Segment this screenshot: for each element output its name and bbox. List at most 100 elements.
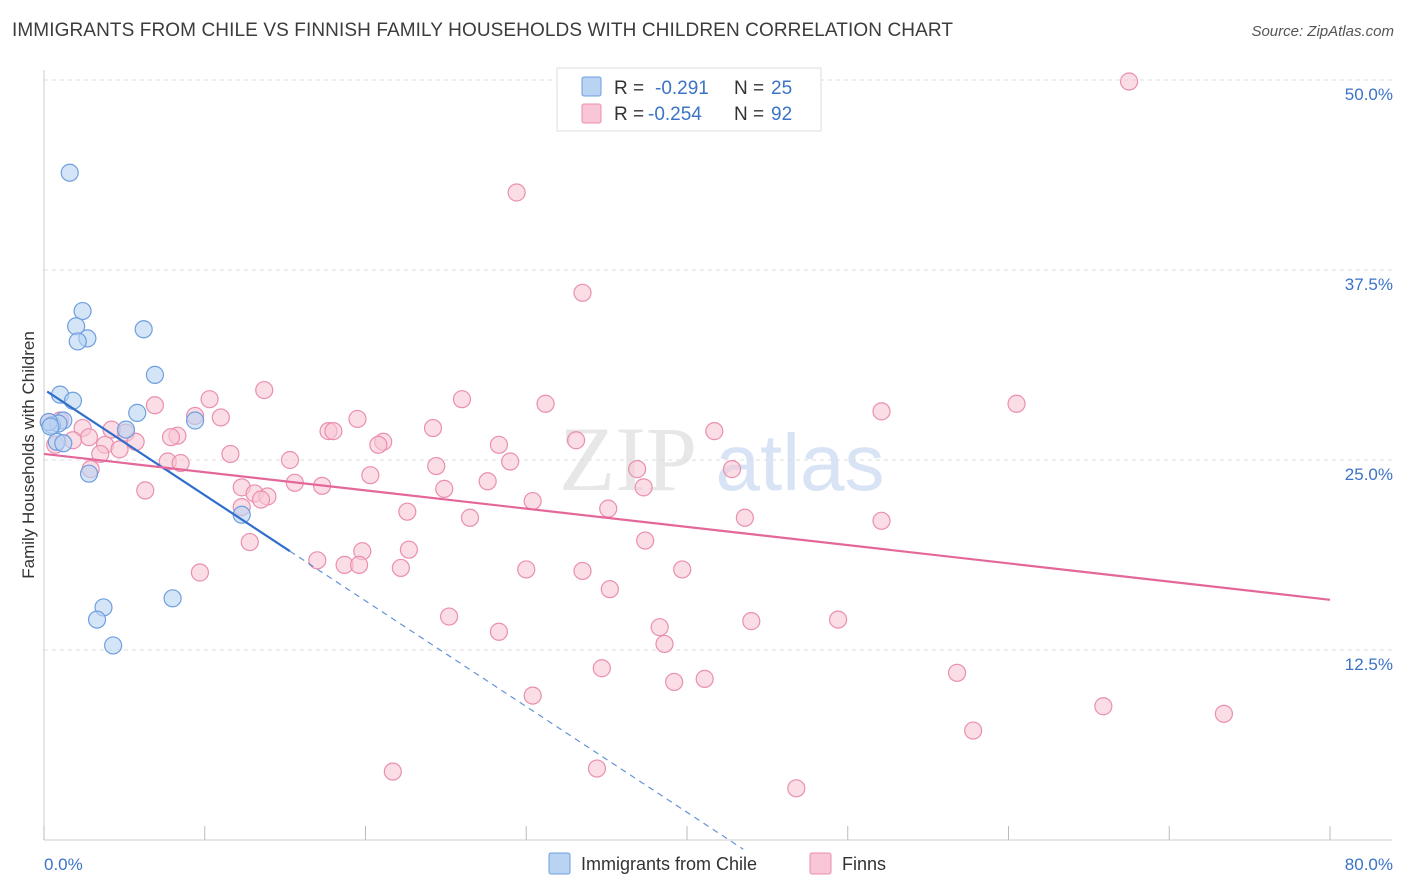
chile-point — [68, 332, 87, 351]
finns-point — [634, 478, 653, 497]
finns-point — [439, 607, 459, 626]
finns-point — [190, 563, 210, 582]
finns-point — [1214, 704, 1234, 723]
source-label: Source: ZipAtlas.com — [1251, 23, 1394, 40]
finns-point — [161, 428, 181, 447]
chile-point — [54, 434, 73, 453]
finns-point — [391, 558, 410, 578]
stats-swatch-finns — [581, 103, 602, 124]
finns-point — [655, 634, 674, 654]
grid — [44, 79, 1392, 651]
stats-n-value-chile: 25 — [771, 78, 792, 99]
chile-point — [87, 610, 107, 629]
finns-point — [964, 721, 983, 740]
finns-point — [383, 762, 402, 781]
chile-point — [104, 636, 123, 655]
finns-point — [742, 612, 761, 631]
y-tick-label: 12.5% — [1345, 655, 1393, 674]
stats-box: R = -0.291 N = 25 R = -0.254 N = 92 — [556, 67, 822, 132]
chile-point — [134, 320, 153, 339]
finns-point — [829, 610, 848, 629]
finns-point — [705, 422, 724, 441]
stats-n-value-finns: 92 — [771, 104, 792, 125]
finns-point — [636, 531, 655, 550]
finns-point — [211, 408, 230, 427]
finns-point — [489, 435, 509, 454]
finns-point — [489, 622, 509, 641]
finns-point — [255, 380, 274, 400]
finns-point — [735, 508, 754, 527]
legend-swatch-chile — [548, 852, 571, 875]
finns-point — [501, 452, 520, 471]
y-tick-label: 50.0% — [1345, 85, 1393, 104]
finns-point — [523, 686, 542, 705]
legend-label-finns: Finns — [842, 854, 886, 874]
finns-point — [566, 431, 586, 450]
finns-point — [507, 183, 526, 202]
finns-point — [592, 659, 611, 678]
x-min-label: 0.0% — [44, 855, 83, 874]
finns-point — [369, 435, 388, 454]
finns-point — [110, 440, 129, 459]
finns-point — [221, 444, 240, 464]
finns-points — [39, 72, 1234, 798]
finns-point — [200, 390, 219, 409]
legend-swatch-finns — [809, 852, 832, 875]
chile-point — [79, 464, 99, 483]
finns-point — [399, 540, 419, 559]
y-tick-label: 37.5% — [1345, 275, 1393, 294]
finns-point — [517, 560, 536, 579]
watermark: ZIP atlas — [559, 408, 884, 510]
finns-point — [536, 394, 555, 413]
watermark-atlas: atlas — [716, 418, 885, 507]
chart-title: IMMIGRANTS FROM CHILE VS FINNISH FAMILY … — [12, 20, 954, 41]
finns-point — [240, 532, 259, 552]
finns-point — [460, 508, 480, 527]
finns-point — [628, 460, 647, 479]
stats-r-label-finns: R = — [614, 104, 644, 125]
finns-point — [136, 481, 155, 500]
finns-point — [650, 618, 669, 637]
x-max-label: 80.0% — [1345, 855, 1393, 874]
finns-point — [91, 444, 110, 464]
finns-point — [787, 779, 806, 798]
chile-point — [145, 365, 165, 384]
stats-n-label-finns: N = — [734, 104, 764, 125]
chile-point — [63, 391, 83, 410]
chile-point — [116, 420, 136, 439]
finns-point — [452, 390, 472, 409]
stats-swatch-chile — [581, 76, 602, 97]
finns-point — [665, 672, 684, 692]
chile-point — [128, 403, 147, 422]
finns-point — [872, 402, 891, 421]
finns-point — [361, 466, 380, 485]
finns-trend-line — [43, 452, 1331, 601]
finns-point — [79, 428, 99, 447]
stats-n-label-chile: N = — [734, 78, 764, 99]
finns-point — [435, 479, 454, 498]
finns-point — [673, 560, 692, 579]
stats-r-value-finns: -0.254 — [648, 104, 702, 125]
chile-point — [73, 301, 92, 321]
finns-point — [1094, 697, 1113, 716]
finns-point — [573, 283, 592, 302]
finns-point — [599, 499, 618, 518]
chile-point — [163, 589, 182, 608]
finns-point — [324, 422, 343, 441]
finns-point — [280, 450, 300, 470]
x-ticks — [43, 826, 1331, 840]
watermark-zip: ZIP — [559, 408, 697, 510]
y-tick-labels: 12.5% 25.0% 37.5% 50.0% — [1345, 85, 1393, 674]
finns-point — [427, 456, 446, 476]
finns-point — [872, 511, 891, 530]
legend: Immigrants from Chile Finns — [548, 852, 886, 875]
finns-point — [695, 669, 714, 688]
finns-point — [587, 759, 607, 778]
finns-point — [722, 460, 742, 479]
finns-point — [348, 409, 367, 429]
chile-points — [39, 163, 251, 655]
finns-point — [1007, 394, 1026, 413]
y-axis-title: Family Households with Children — [19, 331, 38, 579]
finns-point — [251, 490, 271, 509]
